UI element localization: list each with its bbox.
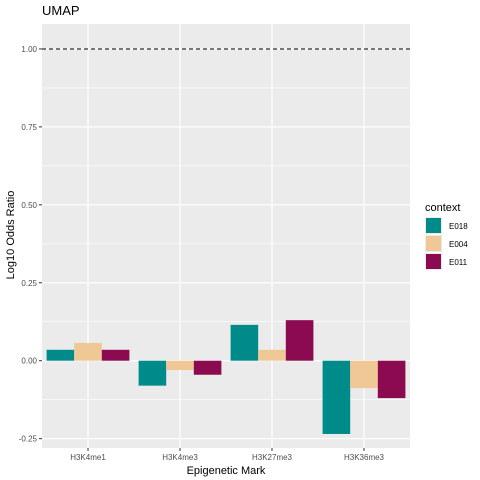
bar-E011-H3K4me1 xyxy=(101,349,130,361)
x-tick-label: H3K27me3 xyxy=(252,453,293,462)
legend-label-E011: E011 xyxy=(449,258,468,267)
bar-E004-H3K4me1 xyxy=(74,342,102,361)
bar-E011-H3K36me3 xyxy=(377,360,406,399)
y-axis-title: Log10 Odds Ratio xyxy=(5,191,17,280)
bar-E011-H3K27me3 xyxy=(285,320,314,361)
y-tick-label: 1.00 xyxy=(21,45,37,54)
bar-E011-H3K4me3 xyxy=(193,360,222,375)
y-axis: -0.25 0.00 0.25 0.50 0.75 1.00 xyxy=(19,45,42,444)
y-tick-label: 0.75 xyxy=(21,123,37,132)
bar-E004-H3K36me3 xyxy=(350,360,378,389)
bars-group xyxy=(46,320,406,434)
y-tick-label: -0.25 xyxy=(19,435,38,444)
x-tick-label: H3K36me3 xyxy=(344,453,385,462)
y-tick-label: 0.25 xyxy=(21,279,37,288)
bar-E018-H3K36me3 xyxy=(322,360,351,434)
legend-label-E018: E018 xyxy=(449,222,468,231)
bar-E018-H3K4me3 xyxy=(138,360,167,386)
chart-title: UMAP xyxy=(42,3,80,18)
y-tick-label: 0.50 xyxy=(21,201,37,210)
legend-swatch-E018 xyxy=(426,218,441,233)
x-axis-title: Epigenetic Mark xyxy=(187,465,266,477)
legend-label-E004: E004 xyxy=(449,240,468,249)
x-tick-label: H3K4me1 xyxy=(70,453,106,462)
bar-E018-H3K27me3 xyxy=(230,324,259,361)
legend-swatch-E004 xyxy=(426,236,441,251)
y-tick-label: 0.00 xyxy=(21,357,37,366)
bar-E004-H3K27me3 xyxy=(258,349,286,361)
x-tick-label: H3K4me3 xyxy=(162,453,198,462)
bar-E004-H3K4me3 xyxy=(166,360,194,371)
legend: context E018 E004 E011 xyxy=(425,202,468,270)
legend-title: context xyxy=(425,202,460,214)
bar-E018-H3K4me1 xyxy=(46,349,75,361)
x-axis: H3K4me1 H3K4me3 H3K27me3 H3K36me3 xyxy=(70,448,385,462)
legend-swatch-E011 xyxy=(426,254,441,269)
